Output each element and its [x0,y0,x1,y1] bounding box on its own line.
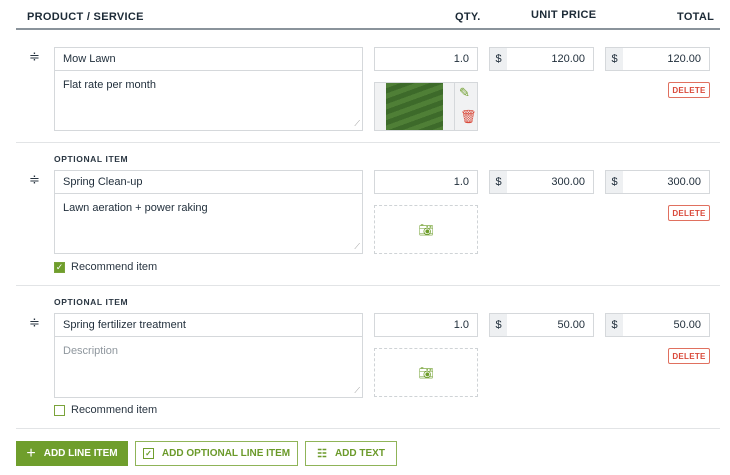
item-image-box: ✎ 🗑 [374,82,478,131]
add-text-label: ADD TEXT [334,448,385,459]
currency-symbol: $ [606,171,623,193]
header-divider [16,28,720,30]
description-text: Flat rate per month [63,79,156,91]
text-lines-icon: ☷ [317,448,327,460]
qty-input[interactable]: 1.0 [374,170,478,194]
total-value: 50.00 [673,319,701,331]
unit-price-input[interactable]: $300.00 [489,170,594,194]
item-description-input[interactable]: Lawn aeration + power raking ⟋ [54,193,363,254]
plus-icon: + [26,444,36,462]
delete-button[interactable]: DELETE [668,205,710,221]
optional-item-label: OPTIONAL ITEM [54,297,129,307]
checkbox-checked-icon[interactable]: ✓ [54,261,65,273]
lawn-thumbnail [386,83,443,130]
unit-price-value[interactable]: 300.00 [551,176,585,188]
total-input: $50.00 [605,313,710,337]
delete-button[interactable]: DELETE [668,348,710,364]
checkbox-icon: ✓ [142,448,154,459]
header-product: PRODUCT / SERVICE [27,11,144,23]
currency-symbol: $ [490,171,507,193]
header-total: TOTAL [677,11,715,23]
header-qty: QTY. [455,11,481,23]
unit-price-input[interactable]: $120.00 [489,47,594,71]
item-description-input[interactable]: Flat rate per month ⟋ [54,70,363,131]
edit-pencil-icon[interactable]: ✎ [459,85,470,100]
item-name-input[interactable]: Spring fertilizer treatment [54,313,363,337]
description-placeholder: Description [63,345,119,357]
currency-symbol: $ [490,314,507,336]
recommend-checkbox[interactable]: Recommend item [54,404,157,416]
header-unit-price: UNIT PRICE [531,9,597,21]
add-photo-button[interactable]: 📷︎ [374,205,478,254]
description-text: Lawn aeration + power raking [63,202,208,214]
currency-symbol: $ [606,314,623,336]
add-line-item-label: ADD LINE ITEM [43,448,118,459]
qty-input[interactable]: 1.0 [374,47,478,71]
add-optional-line-item-button[interactable]: ✓ ADD OPTIONAL LINE ITEM [135,441,298,466]
item-name-input[interactable]: Spring Clean-up [54,170,363,194]
total-input: $300.00 [605,170,710,194]
recommend-label: Recommend item [71,261,158,273]
recommend-checkbox[interactable]: ✓ Recommend item [54,261,157,273]
row-divider [16,428,720,429]
total-input: $120.00 [605,47,710,71]
delete-button[interactable]: DELETE [668,82,710,98]
add-photo-button[interactable]: 📷︎ [374,348,478,397]
add-line-item-button[interactable]: + ADD LINE ITEM [16,441,128,466]
unit-price-input[interactable]: $50.00 [489,313,594,337]
trash-icon[interactable]: 🗑 [460,109,477,124]
total-value: 300.00 [667,176,701,188]
qty-input[interactable]: 1.0 [374,313,478,337]
checkbox-unchecked-icon[interactable] [54,404,65,416]
item-description-input[interactable]: Description ⟋ [54,336,363,398]
drag-handle-icon[interactable]: ≑ [29,172,40,187]
recommend-label: Recommend item [71,404,158,416]
item-name-input[interactable]: Mow Lawn [54,47,363,71]
currency-symbol: $ [490,48,507,70]
resize-grip-icon[interactable]: ⟋ [354,242,360,251]
unit-price-value[interactable]: 50.00 [557,319,585,331]
unit-price-value[interactable]: 120.00 [551,53,585,65]
camera-icon: 📷︎ [418,365,434,380]
add-optional-label: ADD OPTIONAL LINE ITEM [161,448,291,459]
drag-handle-icon[interactable]: ≑ [29,49,40,64]
resize-grip-icon[interactable]: ⟋ [354,386,360,395]
row-divider [16,285,720,286]
row-divider [16,142,720,143]
drag-handle-icon[interactable]: ≑ [29,315,40,330]
optional-item-label: OPTIONAL ITEM [54,154,129,164]
add-text-button[interactable]: ☷ ADD TEXT [305,441,397,466]
camera-icon: 📷︎ [418,222,434,237]
currency-symbol: $ [606,48,623,70]
total-value: 120.00 [667,53,701,65]
resize-grip-icon[interactable]: ⟋ [354,119,360,128]
